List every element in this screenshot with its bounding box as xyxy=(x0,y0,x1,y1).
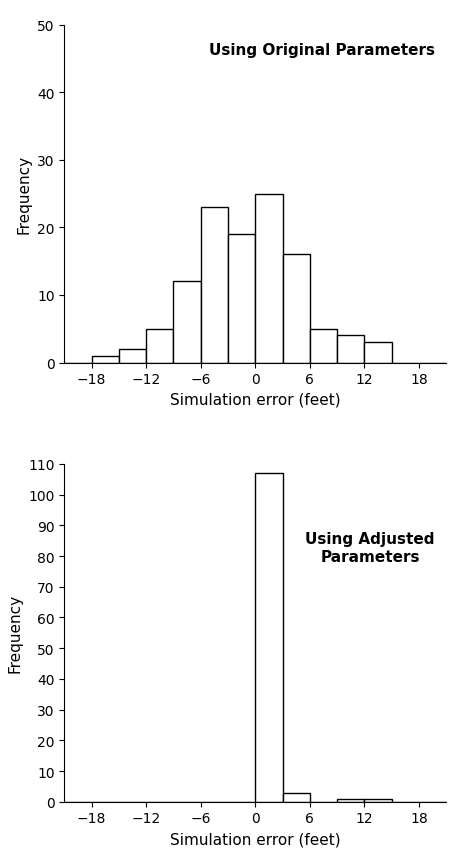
X-axis label: Simulation error (feet): Simulation error (feet) xyxy=(170,831,340,846)
Bar xyxy=(336,336,364,363)
Bar xyxy=(282,255,309,363)
Bar xyxy=(119,350,146,363)
Y-axis label: Frequency: Frequency xyxy=(17,154,31,234)
Bar xyxy=(336,798,364,802)
Bar xyxy=(173,282,200,363)
Bar xyxy=(364,798,391,802)
Text: Using Adjusted
Parameters: Using Adjusted Parameters xyxy=(305,531,434,564)
X-axis label: Simulation error (feet): Simulation error (feet) xyxy=(170,392,340,407)
Bar xyxy=(255,194,282,363)
Bar xyxy=(91,357,119,363)
Bar xyxy=(200,208,228,363)
Y-axis label: Frequency: Frequency xyxy=(8,594,22,673)
Bar xyxy=(146,329,173,363)
Bar xyxy=(228,235,255,363)
Text: Using Original Parameters: Using Original Parameters xyxy=(208,43,434,57)
Bar xyxy=(282,792,309,802)
Bar xyxy=(364,343,391,363)
Bar xyxy=(255,473,282,802)
Bar xyxy=(309,329,336,363)
